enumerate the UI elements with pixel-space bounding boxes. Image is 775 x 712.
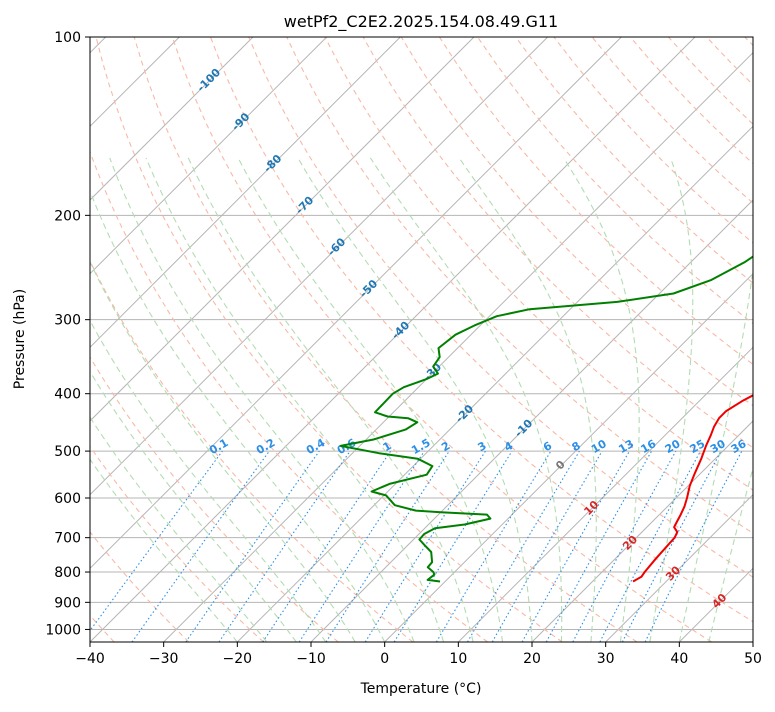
mixing-ratio-line [326,451,449,642]
x-tick-label: −40 [75,651,105,667]
isotherm-line [0,37,253,642]
mixing-ratio-label: 30 [708,437,728,456]
mixing-ratio-line [82,451,223,642]
y-tick-label: 700 [54,531,81,547]
mixing-ratio-line [522,451,629,642]
mixing-ratio-line [468,451,580,642]
moist-adiabat-line [0,158,296,642]
y-tick-label: 300 [54,313,81,329]
isotherm-line [90,37,695,642]
dry-adiabat-line [668,37,775,642]
dry-adiabat-label: 0 [553,458,568,473]
moist-adiabat-line [238,158,502,642]
dry-adiabat-line [58,37,488,642]
x-tick-label: −20 [223,651,253,667]
dry-adiabat-label: 10 [581,498,601,518]
mixing-ratio-label: 36 [729,437,749,456]
mixing-ratio-label: 1.5 [409,436,432,457]
isotherm-line [237,37,775,642]
x-tick-label: 50 [744,651,762,667]
mixing-ratio-label: 3 [475,439,488,454]
dry-adiabat-line [554,37,775,642]
moist-adiabat-line [146,158,444,642]
dry-adiabat-label: -20 [453,402,476,425]
mixing-ratio-line [600,451,701,642]
y-tick-label: 200 [54,208,81,224]
dry-adiabat-label: 30 [663,563,683,583]
x-axis-ticks: −40 −30 −20 −10 0 10 20 30 40 50 [75,642,762,667]
dry-adiabat-line [0,37,264,642]
isotherm-line [311,37,775,642]
moist-adiabat-line [110,158,414,642]
dry-adiabat-label: -50 [357,277,380,300]
x-axis-label: Temperature (°C) [360,681,482,697]
x-tick-label: 20 [523,651,541,667]
mixing-ratio-label: 20 [663,437,683,456]
dry-adiabat-line [0,37,338,642]
dry-adiabat-label: 40 [709,591,729,611]
dry-adiabat-label: -100 [194,66,223,95]
dry-adiabat-line [592,37,775,642]
isotherm-line [0,37,327,642]
dry-adiabat-line [707,37,775,642]
dry-adiabat-label: -60 [325,235,348,258]
moist-adiabat-line [679,158,760,642]
x-tick-label: 0 [380,651,389,667]
isotherm-line [16,37,621,642]
y-tick-label: 900 [54,595,81,611]
x-tick-label: 10 [449,651,467,667]
plot-frame [90,37,753,642]
dry-adiabat-label: -80 [261,152,284,175]
x-tick-label: 30 [597,651,615,667]
isotherms [0,37,775,642]
mixing-ratio-label: 13 [616,437,636,456]
y-axis-ticks: 100 200 300 400 500 600 700 800 900 1000 [45,30,90,638]
dry-adiabats [0,37,775,642]
y-tick-label: 400 [54,387,81,403]
mixing-ratio-label: 1 [381,439,394,454]
plot-area: -100-90-80-70-60-50-40-30-20-10010203040… [0,37,775,642]
dry-adiabat-line [134,37,637,642]
mixing-ratio-label: 6 [541,439,554,454]
isotherm-line [458,37,775,642]
dry-adiabat-line [20,37,413,642]
mixing-ratio-label: 0.1 [207,436,230,457]
mixing-ratio-line [546,451,651,642]
isotherm-line [385,37,775,642]
mixing-ratio-lines [82,451,742,642]
dry-adiabat-label: -90 [229,110,252,133]
dry-adiabat-line [745,37,775,642]
mixing-ratio-label: 0.4 [304,436,328,457]
chart-title: wetPf2_C2E2.2025.154.08.49.G11 [284,12,558,32]
y-tick-label: 800 [54,565,81,581]
x-tick-label: 40 [670,651,688,667]
mixing-ratio-label: 4 [502,439,515,454]
x-tick-label: −10 [296,651,326,667]
mixing-ratio-line [263,451,391,642]
y-tick-label: 600 [54,491,81,507]
dry-adiabat-label: -70 [293,193,316,216]
dry-adiabat-line [0,37,189,642]
y-tick-label: 1000 [45,622,81,638]
dry-adiabat-line [516,37,775,642]
x-tick-label: −30 [149,651,179,667]
y-tick-label: 100 [54,30,81,46]
mixing-ratio-label: 16 [639,437,659,456]
dry-adiabat-label: -10 [512,416,535,439]
dry-adiabat-label: 20 [620,533,640,553]
y-tick-label: 500 [54,444,81,460]
moist-adiabat-line [0,158,237,642]
isotherm-line [164,37,769,642]
isotherm-line [753,37,775,642]
mixing-ratio-label: 0.2 [254,436,277,457]
y-axis-label: Pressure (hPa) [12,289,28,389]
dry-adiabat-label: -40 [389,319,412,342]
isotherm-line [679,37,775,642]
moist-adiabat-line [298,158,532,642]
isotherm-line [0,37,400,642]
